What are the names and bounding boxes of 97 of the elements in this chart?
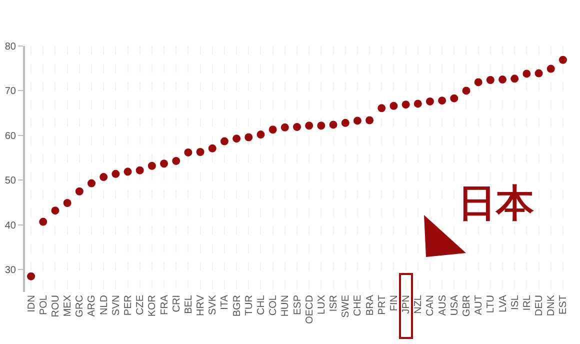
y-tick-label: 80 bbox=[4, 42, 16, 52]
x-tick-label: AUT bbox=[474, 295, 485, 315]
point bbox=[366, 116, 374, 124]
point bbox=[450, 94, 458, 102]
x-tick-label: CZE bbox=[135, 294, 146, 315]
x-tick-label: ISR bbox=[328, 295, 340, 312]
x-tick-label: SVK bbox=[208, 294, 219, 316]
point bbox=[51, 206, 60, 215]
point bbox=[124, 168, 132, 176]
point bbox=[426, 97, 434, 106]
point bbox=[341, 118, 350, 127]
point bbox=[474, 78, 482, 86]
point bbox=[293, 122, 301, 131]
x-tick-label: NLD bbox=[98, 295, 110, 316]
point bbox=[498, 76, 507, 84]
point bbox=[462, 86, 470, 95]
point bbox=[160, 160, 168, 168]
x-tick-label: CRI bbox=[171, 295, 182, 312]
point bbox=[220, 137, 228, 146]
y-tick-label: 40 bbox=[4, 220, 16, 232]
x-tick-label: MEX bbox=[62, 294, 74, 317]
point bbox=[39, 218, 48, 226]
y-tick-label: 50 bbox=[4, 176, 16, 187]
x-tick-label: COL bbox=[268, 294, 280, 316]
point bbox=[208, 144, 216, 152]
point bbox=[196, 148, 204, 156]
x-tick-label: LUX bbox=[316, 294, 328, 314]
point bbox=[402, 100, 410, 109]
x-tick-label: LVA bbox=[498, 294, 509, 312]
x-tick-label: LTU bbox=[486, 295, 497, 314]
x-tick-label: ARG bbox=[86, 294, 98, 317]
point bbox=[148, 162, 156, 170]
point bbox=[172, 156, 180, 165]
x-tick-label: CAN bbox=[425, 295, 436, 316]
point bbox=[244, 133, 253, 142]
point bbox=[438, 96, 446, 105]
x-tick-label: ESP bbox=[292, 294, 304, 316]
point bbox=[390, 102, 398, 110]
point bbox=[63, 198, 72, 207]
x-tick-label: HRV bbox=[196, 294, 207, 316]
x-tick-label: CHL bbox=[256, 294, 267, 316]
x-tick-label: FIN bbox=[388, 295, 400, 312]
x-tick-label: SWE bbox=[340, 294, 352, 318]
point bbox=[112, 170, 120, 178]
x-tick-label: OECD bbox=[304, 295, 316, 324]
x-tick-label: USA bbox=[449, 294, 460, 316]
x-tick-label: KOR bbox=[147, 295, 158, 317]
x-tick-label: FRA bbox=[159, 294, 170, 315]
point bbox=[558, 56, 567, 64]
x-tick-label: ITA bbox=[220, 294, 231, 310]
x-tick-label: DNK bbox=[546, 294, 558, 316]
point bbox=[256, 130, 265, 139]
point bbox=[378, 104, 386, 112]
x-tick-label: GRC bbox=[74, 295, 86, 318]
point bbox=[184, 148, 192, 156]
x-tick-label: IDN bbox=[26, 295, 38, 312]
x-tick-label: TUR bbox=[244, 295, 255, 316]
x-tick-label: NZL bbox=[413, 294, 424, 314]
x-tick-label: SVN bbox=[110, 295, 122, 316]
point bbox=[534, 69, 543, 78]
x-tick-label: HUN bbox=[280, 295, 292, 317]
x-tick-label: BRA bbox=[364, 294, 376, 316]
point bbox=[280, 123, 289, 132]
x-tick-label: GBR bbox=[461, 295, 472, 317]
y-tick-label: 30 bbox=[4, 265, 16, 276]
x-tick-label: PER bbox=[123, 295, 134, 316]
x-tick-label: ISL bbox=[510, 294, 521, 310]
point bbox=[87, 179, 96, 188]
x-tick-label: DEU bbox=[534, 295, 546, 316]
point bbox=[268, 126, 277, 134]
point bbox=[75, 187, 84, 196]
x-tick-label: BEL bbox=[183, 294, 194, 314]
x-tick-label: CHE bbox=[352, 294, 364, 316]
point bbox=[305, 122, 314, 130]
x-tick-label: JPN bbox=[401, 295, 412, 314]
point bbox=[414, 100, 422, 108]
x-tick-label: PRT bbox=[376, 295, 388, 315]
x-tick-label: POL bbox=[38, 294, 50, 316]
y-tick-label: 70 bbox=[4, 86, 16, 98]
point bbox=[353, 116, 362, 125]
point bbox=[486, 76, 494, 84]
point bbox=[329, 120, 338, 129]
point bbox=[546, 64, 555, 73]
point bbox=[522, 70, 531, 78]
x-tick-label: AUS bbox=[437, 294, 448, 316]
x-tick-label: IRL bbox=[522, 294, 533, 311]
y-tick-label: 60 bbox=[4, 130, 16, 142]
point bbox=[27, 272, 36, 280]
x-tick-label: BGR bbox=[232, 295, 243, 317]
point bbox=[232, 134, 241, 143]
point bbox=[317, 122, 326, 130]
point bbox=[100, 173, 108, 182]
point bbox=[136, 166, 144, 174]
point bbox=[510, 74, 519, 83]
x-tick-label: ROU bbox=[50, 295, 62, 318]
x-tick-label: EST bbox=[558, 295, 570, 314]
annotation: 日本 bbox=[458, 180, 534, 227]
